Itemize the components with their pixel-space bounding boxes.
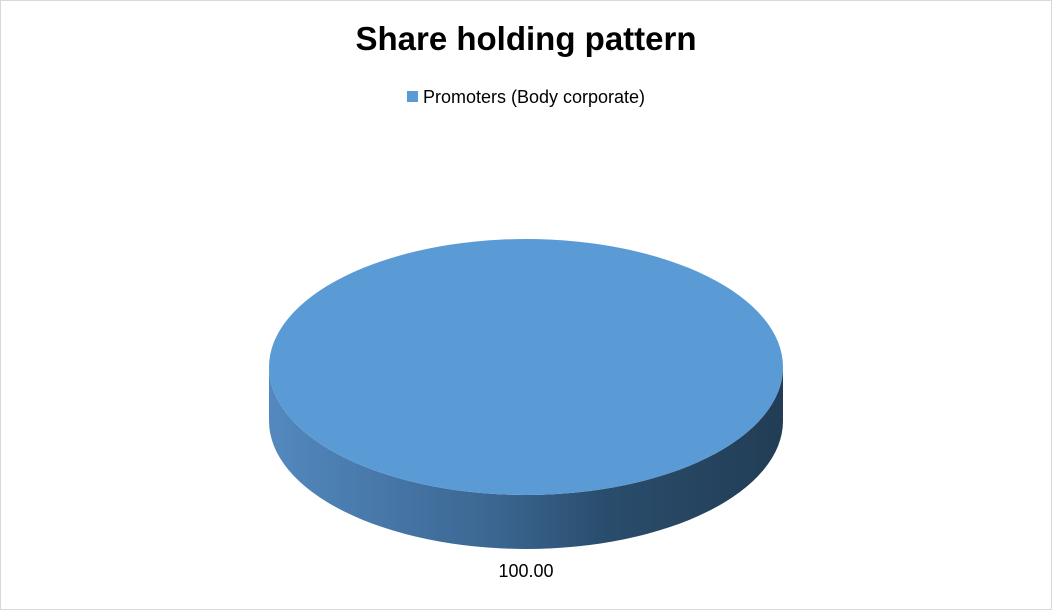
legend-label: Promoters (Body corporate): [422, 87, 646, 107]
chart-title: Share holding pattern: [355, 20, 697, 57]
legend-swatch: [406, 91, 418, 102]
pie-slice: [269, 239, 783, 495]
legend: Promoters (Body corporate): [0, 87, 1052, 108]
pie-slice-side: [269, 367, 783, 549]
data-label: 100.00: [498, 561, 554, 581]
